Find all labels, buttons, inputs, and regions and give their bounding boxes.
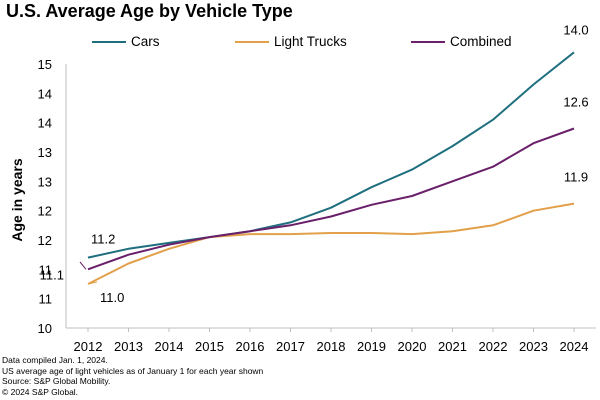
annotation-leader-light-trucks: [87, 281, 98, 285]
footnote-compiled: Data compiled Jan. 1, 2024.: [2, 355, 108, 365]
y-tick-label: 15: [38, 57, 52, 72]
legend-swatch-combined: [411, 40, 445, 43]
x-tick-label: 2019: [357, 339, 386, 354]
data-label: 11.1: [40, 267, 64, 282]
data-label: 12.6: [563, 95, 588, 110]
x-tick-label: 2017: [276, 339, 305, 354]
series-line-combined: [87, 127, 575, 271]
data-label: 14.0: [563, 22, 588, 37]
legend-item-combined: Combined: [411, 34, 512, 49]
data-label: 11.9: [564, 170, 588, 185]
y-tick-label: 13: [38, 174, 52, 189]
legend-label-cars: Cars: [131, 34, 160, 49]
series-line-light-trucks: [87, 202, 575, 285]
footnote-copyright: © 2024 S&P Global.: [2, 386, 79, 397]
data-label: 11.2: [91, 232, 115, 247]
legend-label-combined: Combined: [450, 34, 512, 49]
y-tick-label: 14: [38, 86, 52, 101]
y-tick-label: 11: [39, 292, 53, 307]
legend-swatch-cars: [92, 40, 126, 43]
y-tick-label: 12: [38, 204, 52, 219]
y-tick-label: 11: [39, 262, 53, 277]
y-tick-label: 14: [38, 116, 52, 131]
legend-label-light-trucks: Light Trucks: [274, 34, 347, 49]
x-tick-label: 2014: [155, 339, 184, 354]
series-line-cars: [87, 51, 575, 259]
footnotes: Data compiled Jan. 1, 2024. US average a…: [2, 355, 263, 397]
x-tick-label: 2016: [236, 339, 265, 354]
x-tick-label: 2012: [74, 339, 103, 354]
legend-swatch-light-trucks: [235, 40, 269, 43]
annotation-leader-combined: [79, 261, 87, 270]
footnote-definition: US average age of light vehicles as of J…: [2, 365, 264, 376]
y-tick-label: 10: [38, 321, 52, 336]
x-tick-label: 2024: [560, 339, 589, 354]
data-label: 11.0: [100, 290, 124, 305]
y-tick-label: 13: [38, 145, 52, 160]
x-tick-label: 2022: [479, 339, 508, 354]
x-tick-label: 2021: [438, 339, 467, 354]
legend-item-light-trucks: Light Trucks: [235, 34, 347, 49]
legend-item-cars: Cars: [92, 34, 160, 49]
footnote-source: Source: S&P Global Mobility.: [2, 376, 111, 386]
x-tick-label: 2013: [114, 339, 143, 354]
x-tick-label: 2020: [398, 339, 427, 354]
y-tick-label: 12: [38, 233, 52, 248]
x-tick-label: 2023: [519, 339, 548, 354]
chart-title: U.S. Average Age by Vehicle Type: [6, 1, 293, 21]
legend: Cars Light Trucks Combined: [0, 34, 600, 54]
x-tick-label: 2018: [317, 339, 346, 354]
x-tick-label: 2015: [195, 339, 224, 354]
